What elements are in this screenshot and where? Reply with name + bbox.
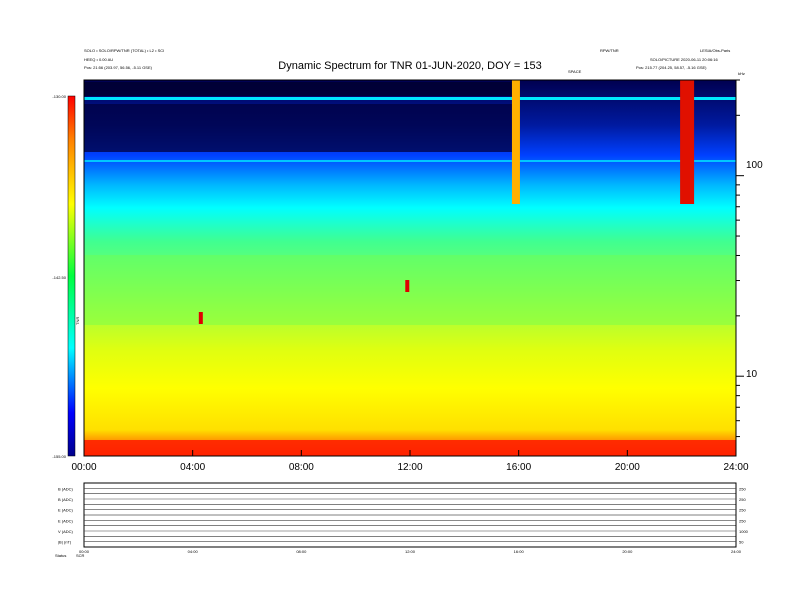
- bottom-x-tick-label: 24:00: [731, 549, 742, 554]
- bottom-x-tick-label: 04:00: [188, 549, 199, 554]
- x-axis: 00:00 04:00 08:00 12:00 16:00 20:00 24:00: [71, 450, 749, 473]
- x-tick-label: 16:00: [506, 462, 531, 473]
- panel-right-tick: 250: [739, 518, 746, 523]
- spike-feature: [198, 312, 203, 324]
- x-tick-label: 08:00: [289, 462, 314, 473]
- colorbar-tick-mid: -142.50: [52, 275, 66, 280]
- y-axis-unit: kHz: [738, 71, 745, 76]
- panel-right-tick: 250: [739, 497, 746, 502]
- colorbar-frame: [67, 95, 76, 457]
- panel-label: E (ADC): [58, 508, 74, 513]
- panel-right-tick: 250: [739, 508, 746, 513]
- panel-right-tick: 50: [739, 540, 744, 545]
- green-plateau: [84, 255, 736, 325]
- colorbar-tick-min: -155.00: [52, 454, 66, 459]
- bottom-x-tick-label: 20:00: [622, 549, 633, 554]
- colorbar-tick-max: -130.00: [52, 94, 66, 99]
- header-left-line-2: HEEQ • 0.00 AU: [84, 57, 113, 62]
- footer-scr: SCR: [76, 553, 85, 558]
- y-tick-label-100: 100: [746, 160, 763, 171]
- panel-label: B (ADC): [58, 497, 74, 502]
- header-right-line-4: Pos: 215.77 (204.25, 58.57, -5.16 GSE): [636, 65, 707, 70]
- colorbar: [68, 96, 75, 456]
- x-tick-label: 00:00: [71, 462, 96, 473]
- burst-features: [198, 80, 695, 324]
- x-tick-label: 24:00: [723, 462, 748, 473]
- quiet-band-dark: [84, 82, 514, 96]
- x-tick-label: 12:00: [397, 462, 422, 473]
- spectrogram: [83, 79, 737, 457]
- low-freq-red-band: [84, 440, 736, 456]
- panel-label: E (ADC): [58, 518, 74, 523]
- type-iii-burst: [680, 80, 695, 204]
- panel-label: V (ADC): [58, 529, 74, 534]
- bottom-x-tick-label: 08:00: [296, 549, 307, 554]
- cyan-line-2: [84, 160, 736, 162]
- x-tick-label: 20:00: [615, 462, 640, 473]
- panel-right-tick: 1000: [739, 529, 749, 534]
- type-iii-burst: [511, 80, 520, 204]
- x-tick-label: 04:00: [180, 462, 205, 473]
- panel-right-tick: 250: [739, 486, 746, 491]
- header-left-line-1: SOLO • SOLO/RPW/TNR (TOTAL) • L2 • SCI: [84, 48, 164, 53]
- quiet-band-dark-2: [84, 104, 514, 152]
- bottom-x-tick-label: 00:00: [79, 549, 90, 554]
- y-tick-label-10: 10: [746, 369, 758, 380]
- header-right-line-3: SOLO/PICTURE 2020-06-11 20:06:16: [650, 57, 719, 62]
- bottom-x-axis: 00:00 04:00 08:00 12:00 16:00 20:00 24:00: [79, 549, 742, 554]
- space-annotation: SPACE: [568, 69, 582, 74]
- cyan-line-1: [84, 97, 736, 100]
- y-axis: 100 10 kHz: [735, 71, 763, 456]
- header-right-line-1: RPW/TNR: [600, 48, 619, 53]
- panel-label: B (ADC): [58, 486, 74, 491]
- header-right-line-2: LESIA/Obs-Paris: [700, 48, 730, 53]
- spike-feature: [405, 280, 410, 292]
- colorbar-label: TNR: [75, 317, 80, 325]
- chart-title: Dynamic Spectrum for TNR 01-JUN-2020, DO…: [278, 60, 541, 72]
- auxiliary-panels: B (ADC) 250 B (ADC) 250 E (ADC) 250 E (ADC) 250…: [58, 482, 749, 548]
- panel-label: |B| (nT): [58, 540, 72, 545]
- bottom-x-tick-label: 12:00: [405, 549, 416, 554]
- footer-status: Status: [55, 553, 66, 558]
- header-left-line-3: Pos: 21:56 (203.97, 56.56, -5.11 GSE): [84, 65, 153, 70]
- bottom-x-tick-label: 16:00: [514, 549, 525, 554]
